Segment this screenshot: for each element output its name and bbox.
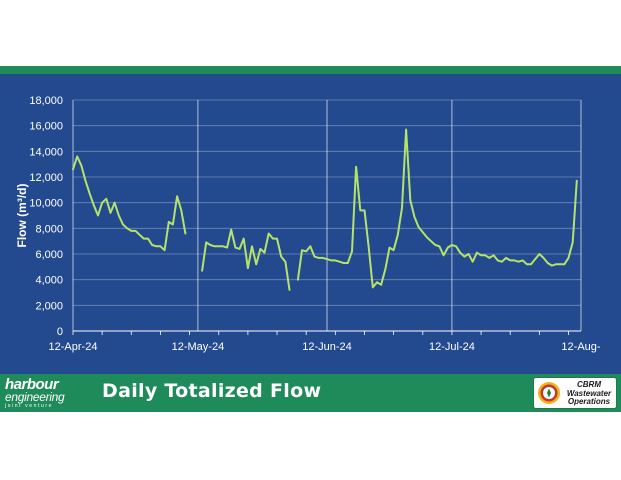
- y-tick-label: 2,000: [35, 300, 63, 312]
- chart-panel: 0 2,000 4,000 6,000 8,000 10,000 12,000 14,000 1…: [0, 74, 621, 374]
- logo-line-1: harbour: [5, 376, 59, 393]
- flow-series-line: [201, 228, 291, 291]
- y-tick-label: 14,000: [29, 146, 63, 158]
- y-tick-label: 16,000: [29, 121, 63, 133]
- y-tick-label: 12,000: [29, 172, 63, 184]
- top-accent-bar: [0, 66, 621, 74]
- page-title: Daily Totalized Flow: [102, 380, 322, 402]
- cbrm-seal-icon: [538, 382, 560, 404]
- logo-line-3: joint venture: [5, 403, 54, 409]
- logo-line-2: engineering: [5, 390, 65, 404]
- badge-text: CBRM Wastewater Operations: [562, 380, 616, 407]
- flow-chart: 0 2,000 4,000 6,000 8,000 10,000 12,000 14,000 1…: [15, 95, 601, 353]
- x-tick-label: 12-May-24: [172, 341, 225, 353]
- y-tick-label: 0: [57, 326, 63, 338]
- badge-line-2: Wastewater: [566, 388, 612, 398]
- y-axis-label: Flow (m³/d): [15, 184, 29, 248]
- x-tick-label: 12-Jun-24: [302, 341, 352, 353]
- cbrm-badge: CBRM Wastewater Operations: [533, 377, 617, 409]
- flow-series-line: [72, 155, 187, 252]
- y-tick-label: 8,000: [35, 223, 63, 235]
- y-tick-label: 4,000: [35, 275, 63, 287]
- y-tick-label: 18,000: [29, 95, 63, 107]
- x-tick-label: 12-Aug-: [561, 341, 600, 353]
- x-tick-label: 12-Apr-24: [49, 341, 98, 353]
- footer-band: [0, 374, 621, 412]
- x-tick-label: 12-Jul-24: [429, 341, 475, 353]
- harbour-engineering-logo: harbour engineering joint venture: [5, 376, 71, 410]
- y-tick-label: 6,000: [35, 249, 63, 261]
- flow-series-line: [296, 128, 578, 289]
- y-tick-label: 10,000: [29, 198, 63, 210]
- badge-line-3: Operations: [567, 397, 611, 406]
- badge-line-1: CBRM: [577, 380, 601, 389]
